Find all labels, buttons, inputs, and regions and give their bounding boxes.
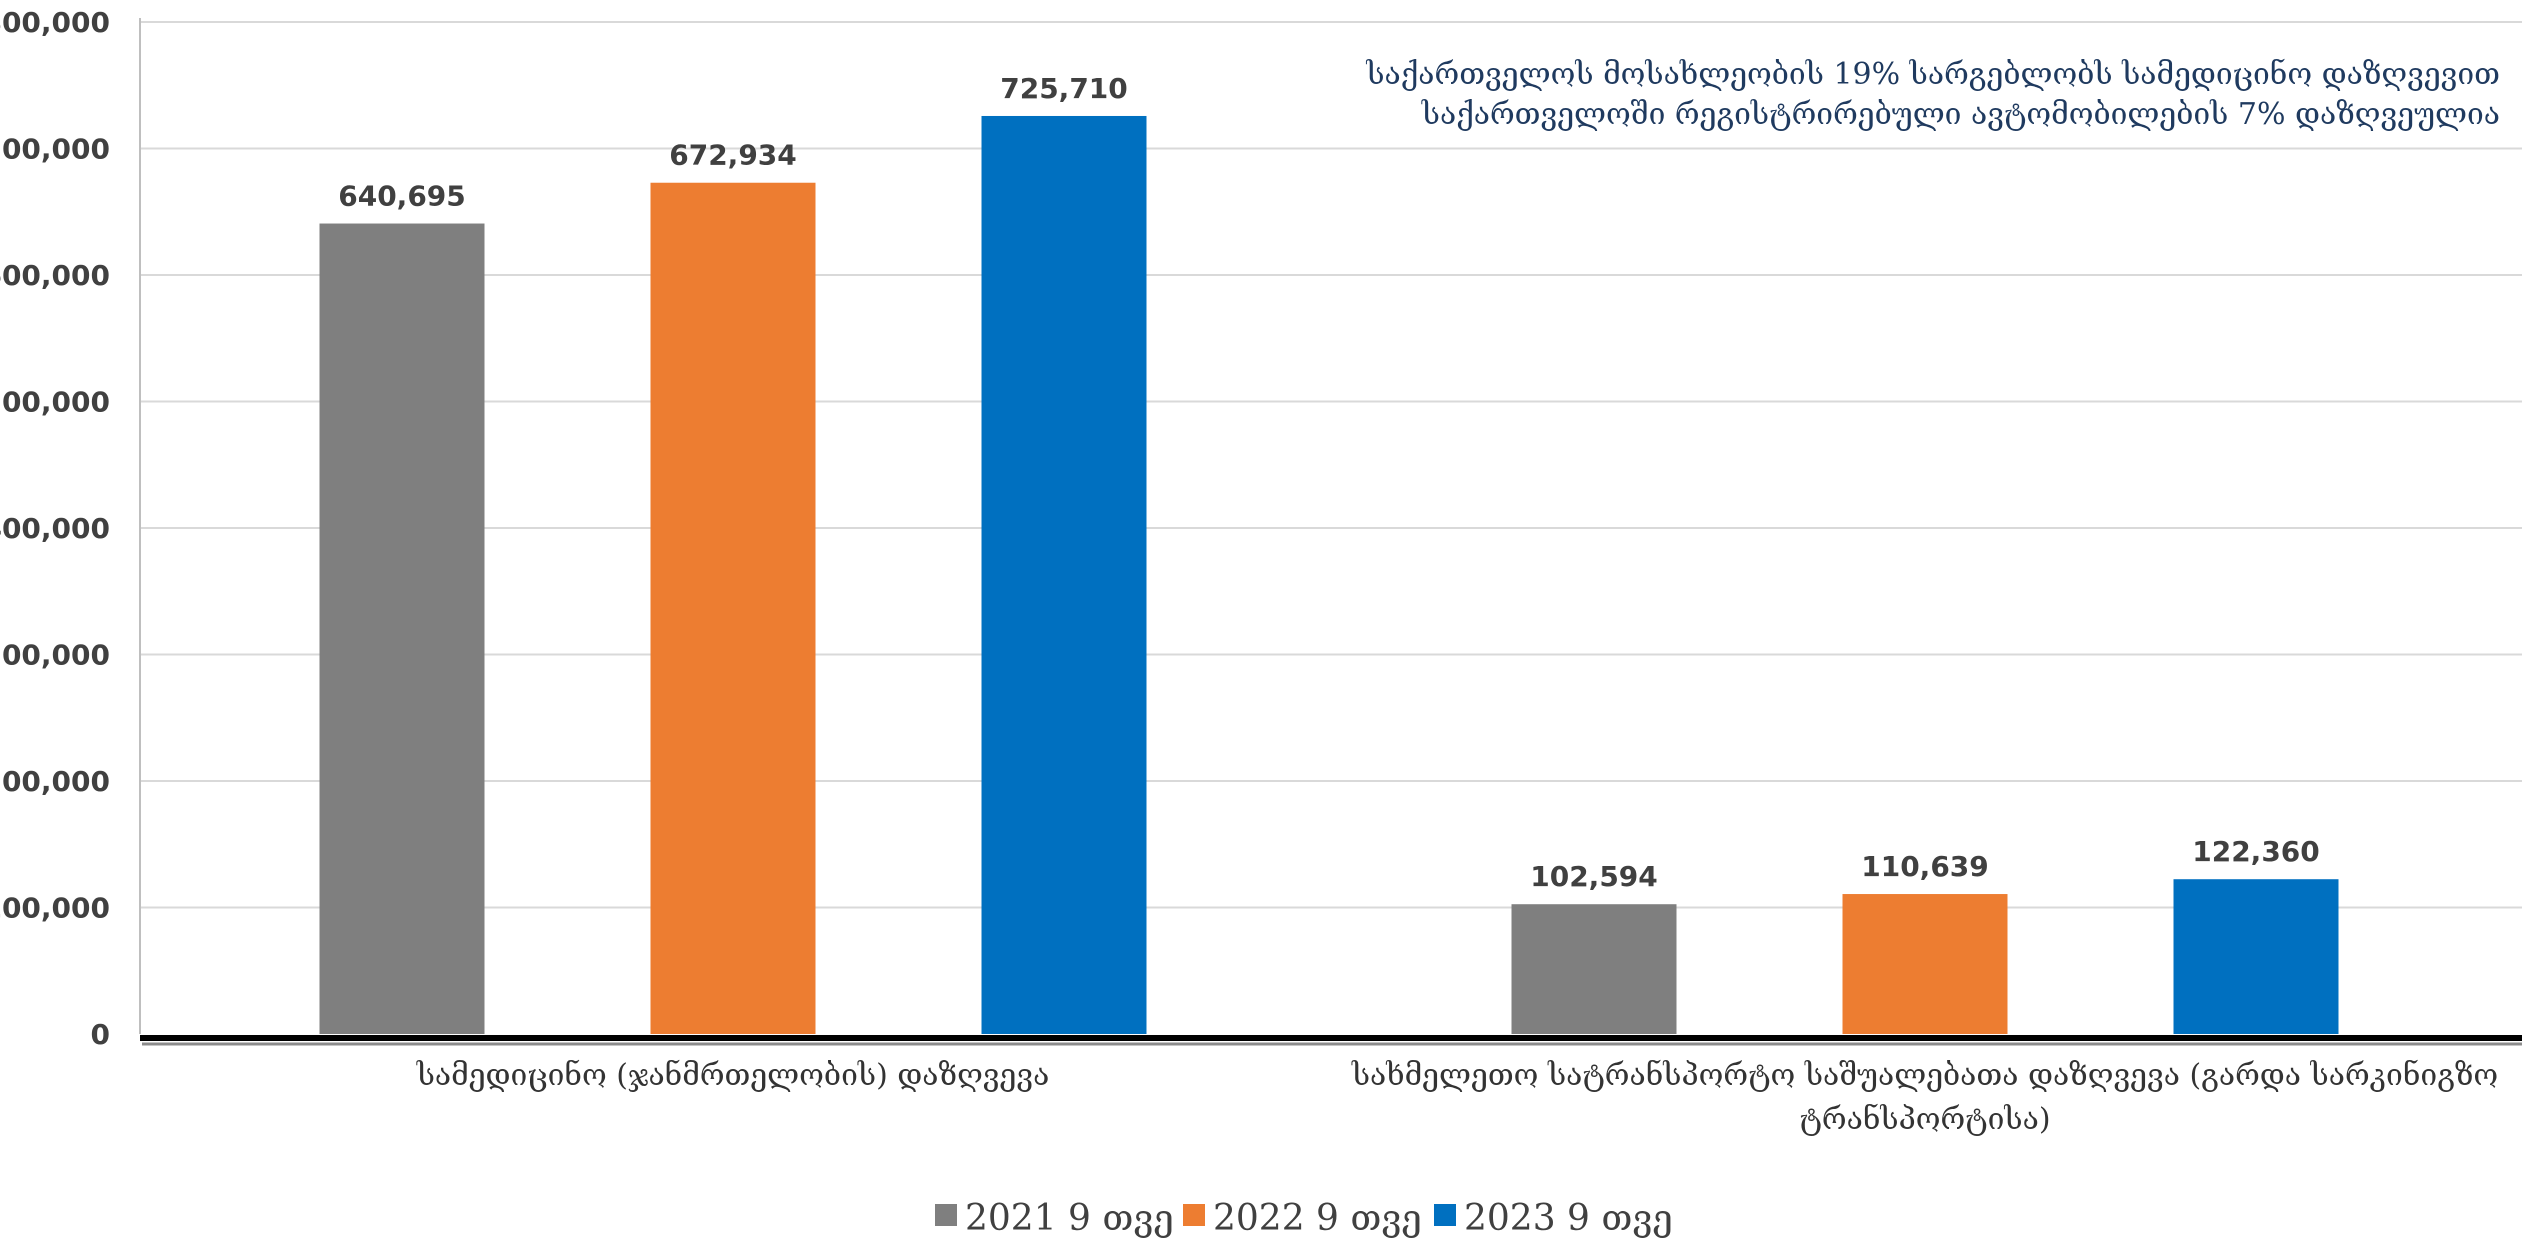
- annotation-text: საქართველოს მოსახლეობის 19% სარგებლობს ს…: [1365, 57, 2500, 92]
- data-label: 725,710: [1000, 72, 1128, 105]
- y-tick-label: 800,000: [0, 6, 110, 39]
- legend-label: 2023 9 თვე: [1464, 1198, 1673, 1239]
- data-label: 672,934: [669, 139, 797, 172]
- data-label: 640,695: [338, 180, 466, 213]
- annotation-text: საქართველოში რეგისტრირებული ავტომობილები…: [1421, 97, 2500, 132]
- legend-swatch: [935, 1204, 957, 1226]
- bar: [319, 223, 485, 1035]
- y-tick-label: 500,000: [0, 386, 110, 419]
- y-tick-label: 200,000: [0, 765, 110, 798]
- legend-label: 2022 9 თვე: [1213, 1198, 1422, 1239]
- y-tick-label: 300,000: [0, 639, 110, 672]
- x-category-label: ტრანსპორტისა): [1799, 1102, 2050, 1137]
- bar: [1842, 894, 2008, 1034]
- bar: [1511, 904, 1677, 1034]
- y-tick-label: 600,000: [0, 259, 110, 292]
- data-label: 122,360: [2192, 835, 2320, 868]
- legend-swatch: [1434, 1204, 1456, 1226]
- bar: [981, 115, 1147, 1034]
- y-tick-label: 400,000: [0, 512, 110, 545]
- y-tick-label: 100,000: [0, 892, 110, 925]
- x-category-label: სამედიცინო (ჯანმრთელობის) დაზღვევა: [416, 1058, 1050, 1093]
- legend-label: 2021 9 თვე: [965, 1198, 1174, 1239]
- y-tick-label: 0: [91, 1018, 110, 1051]
- x-category-label: სახმელეთო სატრანსპორტო საშუალებათა დაზღვ…: [1351, 1058, 2498, 1093]
- legend-swatch: [1183, 1204, 1205, 1226]
- data-label: 102,594: [1530, 860, 1658, 893]
- data-label: 110,639: [1861, 850, 1989, 883]
- bar: [2173, 879, 2339, 1034]
- bar: [650, 182, 816, 1034]
- y-tick-label: 700,000: [0, 133, 110, 166]
